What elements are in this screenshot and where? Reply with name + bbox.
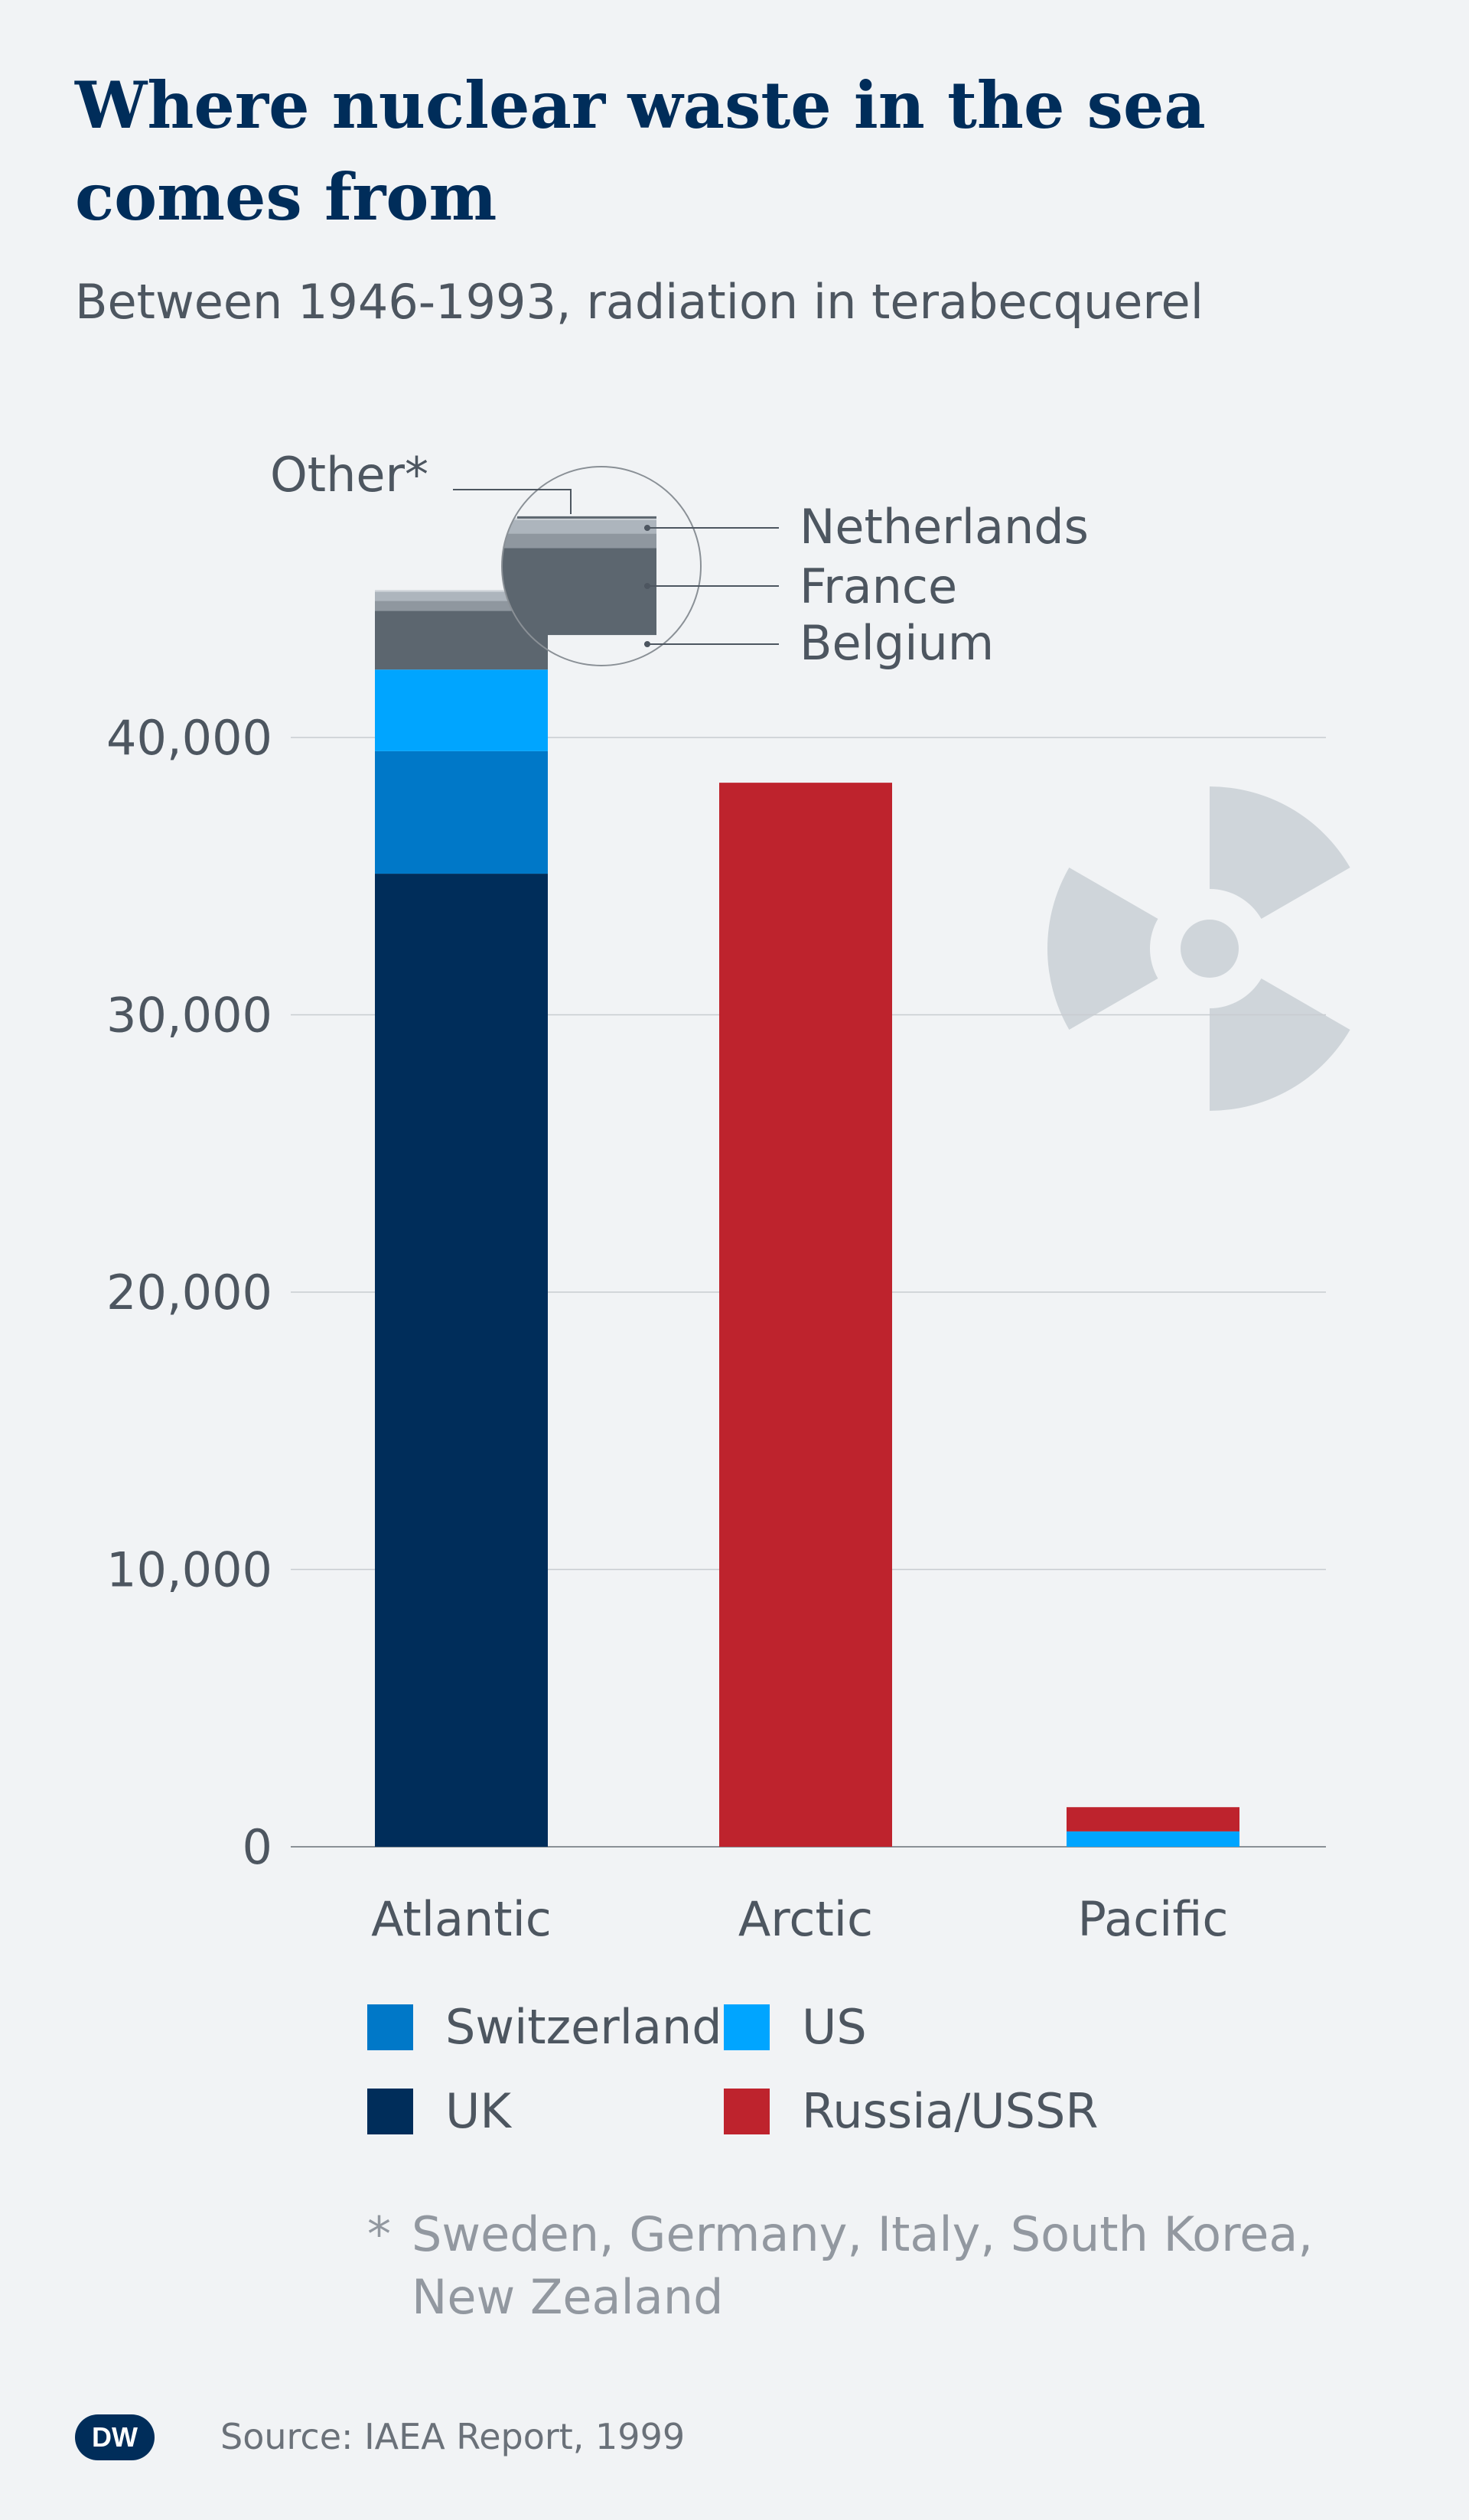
callout-dot-france <box>644 583 650 589</box>
bar-atlantic-france <box>375 601 548 611</box>
x-tick-label-pacific: Pacific <box>1077 1891 1228 1947</box>
magnifier-ring <box>501 466 702 666</box>
callout-line-other <box>453 489 572 514</box>
callout-dot-netherlands <box>644 525 650 531</box>
legend-swatch-russia-ussr <box>724 2089 770 2134</box>
y-tick-labels: 0 10,000 20,000 30,000 40,000 <box>106 710 272 1875</box>
callout-label-other: Other* <box>270 447 428 503</box>
callout-label-belgium: Belgium <box>800 615 994 671</box>
legend: Switzerland US UK Russia/USSR <box>367 1998 1209 2167</box>
legend-label-us: US <box>802 1999 867 2055</box>
bar-atlantic-us <box>375 669 548 751</box>
bar-arctic-russia-ussr <box>719 783 892 1847</box>
bar-pacific-russia-ussr <box>1067 1807 1239 1831</box>
y-tick-label-0: 0 <box>243 1819 272 1875</box>
radiation-blade-1 <box>1210 786 1350 919</box>
callout-label-netherlands: Netherlands <box>800 499 1089 555</box>
magnified-segment-netherlands <box>502 519 656 534</box>
footnote-asterisk: * <box>367 2206 391 2262</box>
legend-label-uk: UK <box>445 2083 512 2139</box>
chart-title: Where nuclear waste in the sea comes fro… <box>75 67 1206 235</box>
bar-atlantic-netherlands <box>375 591 548 601</box>
y-tick-label-40000: 40,000 <box>106 710 272 766</box>
legend-swatch-us <box>724 2004 770 2050</box>
dw-logo-text: DW <box>92 2421 138 2453</box>
chart-subtitle: Between 1946-1993, radiation in terabecq… <box>75 274 1204 330</box>
magnified-segment-belgium <box>502 548 656 636</box>
x-tick-label-atlantic: Atlantic <box>371 1891 552 1947</box>
x-tick-label-arctic: Arctic <box>738 1891 873 1947</box>
radiation-blade-2 <box>1047 868 1158 1030</box>
footnote-text: Sweden, Germany, Italy, South Korea, New… <box>412 2206 1314 2325</box>
y-tick-label-20000: 20,000 <box>106 1265 272 1320</box>
radiation-icon <box>1047 786 1350 1111</box>
source-note: Source: IAEA Report, 1999 <box>220 2416 686 2457</box>
dw-logo-badge <box>75 2414 155 2460</box>
magnified-segment-other <box>502 517 656 520</box>
magnified-segment-france <box>502 533 656 549</box>
bar-atlantic-uk <box>375 874 548 1847</box>
bar-atlantic-other <box>375 590 548 592</box>
bar-atlantic-switzerland <box>375 750 548 874</box>
radiation-blade-3 <box>1210 978 1350 1111</box>
legend-label-russia-ussr: Russia/USSR <box>802 2083 1099 2139</box>
legend-swatch-uk <box>367 2089 413 2134</box>
bars <box>375 590 1239 1847</box>
y-tick-label-10000: 10,000 <box>106 1542 272 1598</box>
y-tick-label-30000: 30,000 <box>106 988 272 1043</box>
chart-canvas: 0 10,000 20,000 30,000 40,000 Atlantic Arctic… <box>106 447 1350 1947</box>
x-tick-labels: Atlantic Arctic Pacific <box>371 1891 1228 1947</box>
legend-label-switzerland: Switzerland <box>445 1999 722 2055</box>
callout-dot-belgium <box>644 641 650 647</box>
radiation-center <box>1181 920 1239 978</box>
bar-pacific-us <box>1067 1831 1239 1847</box>
magnifier-content <box>502 516 656 636</box>
dw-logo: DW <box>75 2414 155 2460</box>
callout-label-france: France <box>800 558 957 614</box>
legend-swatch-switzerland <box>367 2004 413 2050</box>
